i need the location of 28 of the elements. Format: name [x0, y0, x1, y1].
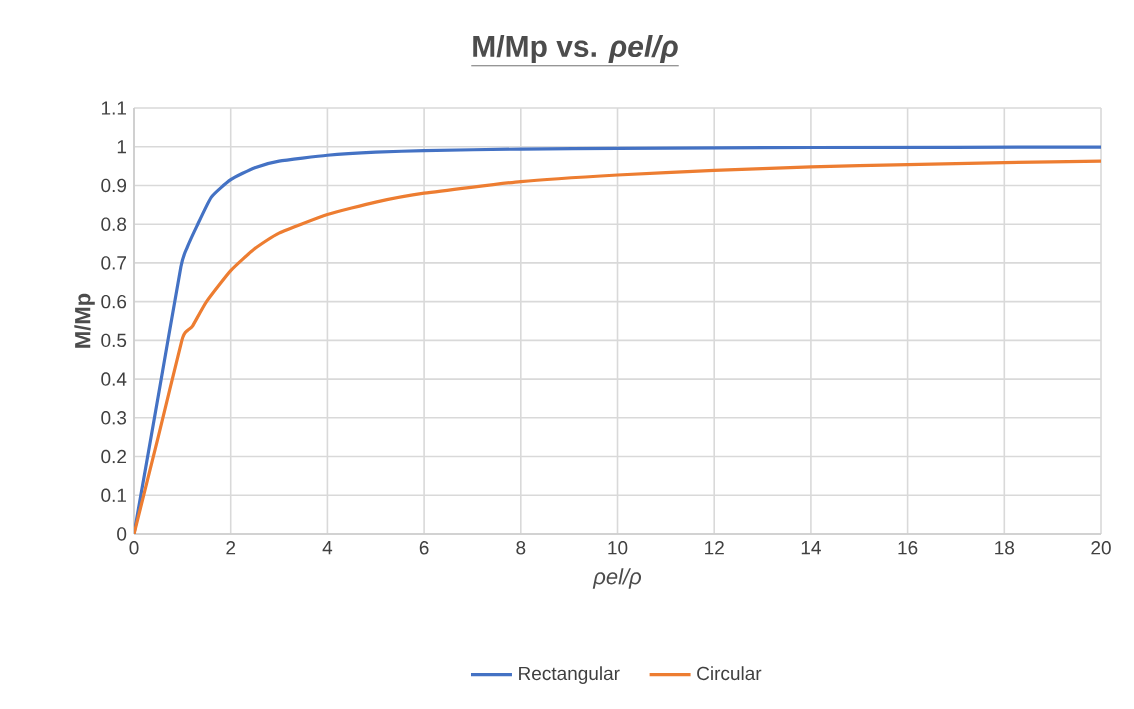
- x-tick-label: 18: [995, 541, 1015, 555]
- x-axis-title: ρel/ρ: [592, 568, 642, 589]
- x-tick-label: 4: [322, 541, 333, 555]
- chart-title: M/Mp vs. ρel/ρ: [473, 35, 678, 63]
- y-axis-title: M/Mp: [74, 293, 95, 348]
- x-tick-label: 16: [898, 541, 918, 555]
- y-tick-label: 0.7: [101, 256, 127, 270]
- y-tick-label: 0.2: [101, 449, 127, 464]
- x-tick-label: 2: [226, 541, 236, 555]
- x-tick-label: 8: [516, 541, 526, 555]
- x-tick-label: 10: [608, 541, 628, 555]
- x-tick-label: 0: [129, 541, 139, 555]
- y-tick-label: 1.1: [101, 101, 127, 115]
- y-tick-label: 0.5: [101, 333, 127, 348]
- x-tick-label: 12: [705, 541, 724, 555]
- y-tick-label: 0.8: [101, 217, 127, 231]
- y-tick-label: 0: [117, 527, 127, 541]
- legend-label: Rectangular: [519, 666, 620, 684]
- y-tick-label: 1: [117, 140, 127, 154]
- legend-label: Circular: [697, 666, 762, 681]
- x-tick-label: 14: [801, 541, 821, 555]
- y-tick-label: 0.1: [101, 488, 127, 502]
- y-tick-label: 0.4: [101, 372, 127, 386]
- y-tick-label: 0.3: [101, 411, 127, 425]
- y-tick-label: 0.9: [101, 178, 127, 193]
- x-tick-label: 6: [419, 541, 429, 555]
- y-tick-label: 0.6: [101, 294, 127, 309]
- x-tick-label: 20: [1091, 541, 1111, 555]
